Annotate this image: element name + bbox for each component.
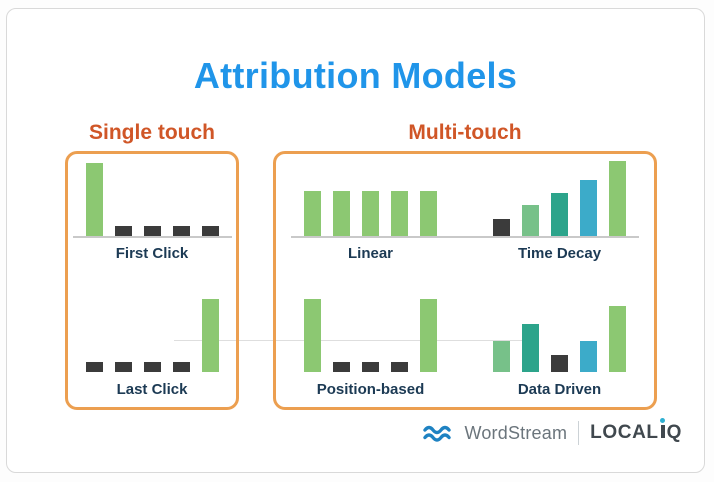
bar: [114, 225, 132, 236]
bar: [143, 362, 161, 372]
chart-last-click: Last Click: [68, 281, 236, 408]
bar: [143, 225, 161, 236]
chart-data-driven: Data Driven: [465, 281, 654, 408]
bar: [522, 324, 539, 372]
bar-group: [85, 162, 219, 236]
bar: [580, 179, 597, 236]
chart-linear: Linear: [276, 154, 465, 281]
bar: [391, 362, 408, 372]
bar: [172, 362, 190, 372]
localiq-i-dot: [660, 418, 666, 423]
chart-baseline: [444, 235, 639, 238]
bar-group: [493, 160, 626, 236]
bar-group: [85, 299, 219, 372]
chart-label: First Click: [115, 244, 189, 262]
single-touch-box: First Click Last Click: [65, 151, 239, 410]
bar: [333, 190, 350, 236]
chart-first-click: First Click: [68, 154, 236, 281]
bar: [551, 355, 568, 372]
bar: [362, 190, 379, 236]
bar: [85, 162, 103, 236]
bar: [420, 299, 437, 372]
chart-label: Time Decay: [517, 244, 602, 262]
gridline-artifact: [174, 340, 525, 341]
chart-label: Last Click: [116, 381, 188, 398]
localiq-i-letter: [660, 418, 666, 438]
bar: [580, 341, 597, 372]
section-header-multi-touch: Multi-touch: [408, 121, 522, 144]
wordstream-wordmark: WordStream: [464, 422, 568, 443]
infographic-card: Attribution Models Single touch Multi-to…: [6, 8, 705, 473]
bar: [114, 362, 132, 372]
bar: [391, 190, 408, 236]
bar: [609, 306, 626, 372]
section-header-single-touch: Single touch: [89, 121, 215, 144]
bar: [522, 204, 539, 236]
bar: [201, 225, 219, 236]
bar-group: [493, 306, 626, 372]
chart-baseline: [72, 235, 232, 238]
bar: [85, 362, 103, 372]
bar: [304, 299, 321, 372]
brand-logos: WordStream LOCAL Q: [423, 418, 682, 445]
bar: [304, 190, 321, 236]
localiq-text-before: LOCAL: [590, 422, 659, 443]
chart-label: Linear: [347, 244, 393, 262]
wordstream-wave-icon: [423, 425, 452, 442]
bar: [609, 160, 626, 236]
bar-group: [304, 190, 437, 236]
bar: [493, 218, 510, 236]
page-title: Attribution Models: [193, 55, 518, 96]
chart-baseline: [291, 235, 450, 238]
bar: [333, 362, 350, 372]
bar: [493, 341, 510, 372]
bar: [362, 362, 379, 372]
chart-label: Position-based: [316, 381, 425, 398]
chart-time-decay: Time Decay: [444, 154, 654, 281]
chart-label: Data Driven: [517, 381, 602, 398]
localiq-i-stem: [660, 425, 665, 438]
bar: [172, 225, 190, 236]
multi-touch-box: Linear Time Decay Position-based Data Dr…: [273, 151, 657, 410]
bar: [201, 299, 219, 372]
localiq-text-after: Q: [666, 422, 682, 443]
localiq-wordmark: LOCAL Q: [590, 418, 682, 444]
bar-group: [304, 299, 437, 372]
logo-divider: [578, 421, 580, 445]
bar: [551, 192, 568, 236]
chart-position-based: Position-based: [276, 281, 465, 408]
bar: [420, 190, 437, 236]
